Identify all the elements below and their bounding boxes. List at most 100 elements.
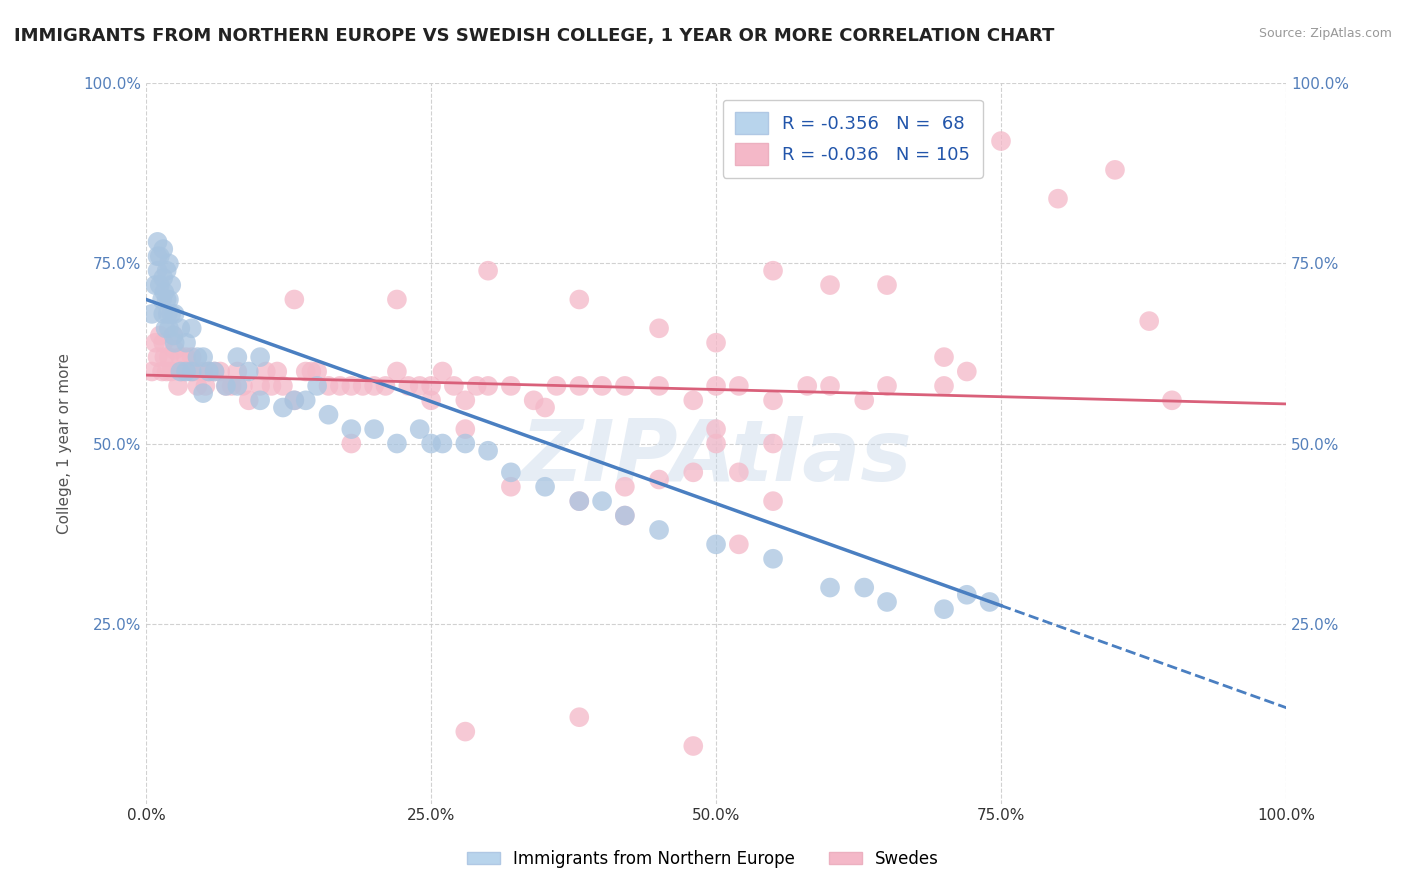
Point bbox=[152, 307, 174, 321]
Point bbox=[613, 480, 636, 494]
Y-axis label: College, 1 year or more: College, 1 year or more bbox=[58, 353, 72, 534]
Point bbox=[499, 466, 522, 480]
Point bbox=[443, 379, 465, 393]
Point bbox=[307, 364, 329, 378]
Point bbox=[727, 537, 749, 551]
Point bbox=[853, 581, 876, 595]
Point bbox=[1104, 162, 1126, 177]
Point bbox=[682, 393, 704, 408]
Point bbox=[876, 379, 898, 393]
Point bbox=[762, 393, 785, 408]
Point bbox=[568, 379, 591, 393]
Point bbox=[198, 364, 221, 378]
Point bbox=[499, 379, 522, 393]
Point bbox=[818, 278, 841, 293]
Point bbox=[160, 278, 183, 293]
Point bbox=[318, 379, 340, 393]
Point bbox=[238, 393, 260, 408]
Point bbox=[682, 466, 704, 480]
Point bbox=[956, 588, 979, 602]
Point bbox=[352, 379, 374, 393]
Point bbox=[157, 256, 180, 270]
Text: ZIPAtlas: ZIPAtlas bbox=[520, 417, 912, 500]
Point bbox=[385, 364, 408, 378]
Point bbox=[727, 466, 749, 480]
Point bbox=[271, 401, 294, 415]
Point bbox=[249, 350, 271, 364]
Point bbox=[294, 393, 316, 408]
Point bbox=[167, 379, 190, 393]
Point bbox=[163, 343, 186, 357]
Point bbox=[727, 379, 749, 393]
Point bbox=[152, 242, 174, 256]
Point bbox=[157, 293, 180, 307]
Point bbox=[174, 335, 197, 350]
Point bbox=[160, 307, 183, 321]
Point bbox=[568, 494, 591, 508]
Point bbox=[932, 350, 955, 364]
Point bbox=[648, 523, 671, 537]
Point bbox=[143, 335, 166, 350]
Point bbox=[454, 393, 477, 408]
Point bbox=[149, 278, 172, 293]
Point bbox=[226, 379, 249, 393]
Point bbox=[704, 537, 727, 551]
Text: Source: ZipAtlas.com: Source: ZipAtlas.com bbox=[1258, 27, 1392, 40]
Point bbox=[762, 436, 785, 450]
Point bbox=[454, 422, 477, 436]
Point bbox=[146, 249, 169, 263]
Point bbox=[762, 263, 785, 277]
Point bbox=[454, 436, 477, 450]
Point bbox=[420, 379, 443, 393]
Point bbox=[534, 401, 557, 415]
Point bbox=[157, 321, 180, 335]
Point bbox=[141, 364, 163, 378]
Point bbox=[172, 364, 194, 378]
Point bbox=[163, 335, 186, 350]
Point bbox=[180, 364, 202, 378]
Point bbox=[146, 263, 169, 277]
Point bbox=[796, 379, 818, 393]
Point bbox=[198, 364, 221, 378]
Point bbox=[704, 379, 727, 393]
Point bbox=[853, 393, 876, 408]
Point bbox=[956, 364, 979, 378]
Point bbox=[409, 422, 432, 436]
Point bbox=[363, 379, 385, 393]
Point bbox=[990, 134, 1012, 148]
Point bbox=[204, 364, 226, 378]
Point bbox=[180, 321, 202, 335]
Point bbox=[283, 393, 305, 408]
Point bbox=[648, 379, 671, 393]
Point bbox=[186, 350, 208, 364]
Point bbox=[613, 508, 636, 523]
Text: IMMIGRANTS FROM NORTHERN EUROPE VS SWEDISH COLLEGE, 1 YEAR OR MORE CORRELATION C: IMMIGRANTS FROM NORTHERN EUROPE VS SWEDI… bbox=[14, 27, 1054, 45]
Point bbox=[180, 350, 202, 364]
Point bbox=[568, 494, 591, 508]
Point bbox=[318, 408, 340, 422]
Point bbox=[150, 293, 173, 307]
Point bbox=[150, 364, 173, 378]
Legend: Immigrants from Northern Europe, Swedes: Immigrants from Northern Europe, Swedes bbox=[460, 844, 946, 875]
Point bbox=[1161, 393, 1184, 408]
Point bbox=[152, 335, 174, 350]
Point bbox=[477, 379, 499, 393]
Point bbox=[762, 551, 785, 566]
Point bbox=[363, 422, 385, 436]
Point bbox=[209, 364, 232, 378]
Point bbox=[221, 379, 243, 393]
Point bbox=[932, 602, 955, 616]
Point bbox=[682, 739, 704, 753]
Point bbox=[818, 581, 841, 595]
Point bbox=[329, 379, 352, 393]
Point bbox=[613, 379, 636, 393]
Point bbox=[420, 393, 443, 408]
Point bbox=[499, 480, 522, 494]
Point bbox=[762, 494, 785, 508]
Point bbox=[307, 379, 329, 393]
Point bbox=[385, 293, 408, 307]
Point bbox=[162, 328, 184, 343]
Point bbox=[153, 350, 176, 364]
Point bbox=[149, 328, 172, 343]
Point bbox=[194, 379, 217, 393]
